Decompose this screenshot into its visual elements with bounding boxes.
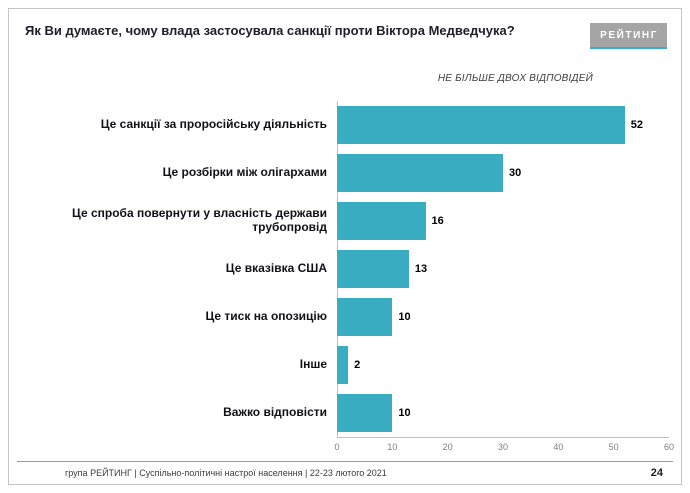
chart-row: Це вказівка США 13 bbox=[15, 245, 669, 293]
bar-value-label: 13 bbox=[414, 263, 428, 275]
bar-track: 16 bbox=[337, 202, 669, 240]
chart-row: Це тиск на опозицію 10 bbox=[15, 293, 669, 341]
bar bbox=[337, 346, 349, 384]
chart-rows: Це санкції за проросійську діяльність 52 Ц… bbox=[15, 101, 669, 437]
bar-track: 30 bbox=[337, 154, 669, 192]
x-axis-tick-label: 50 bbox=[608, 442, 619, 452]
bar bbox=[337, 106, 625, 144]
footer: група РЕЙТИНГ | Суспільно-політичні наст… bbox=[17, 461, 673, 479]
bar-category-label: Важко відповісти bbox=[223, 405, 327, 420]
bar-track: 10 bbox=[337, 394, 669, 432]
bar-track: 10 bbox=[337, 298, 669, 336]
bar-value-label: 10 bbox=[398, 407, 411, 419]
chart-row: Важко відповісти 10 bbox=[15, 389, 669, 437]
x-axis-tick-label: 20 bbox=[442, 442, 453, 452]
bar bbox=[337, 298, 393, 336]
header: Як Ви думаєте, чому влада застосувала са… bbox=[9, 9, 681, 57]
bar-value-label: 30 bbox=[509, 167, 522, 179]
x-axis-tick-label: 60 bbox=[663, 442, 675, 452]
bar-value-label: 52 bbox=[630, 119, 643, 131]
page-title: Як Ви думаєте, чому влада застосувала са… bbox=[25, 23, 515, 38]
x-axis-tick-label: 0 bbox=[334, 442, 340, 452]
footer-source: група РЕЙТИНГ | Суспільно-політичні наст… bbox=[65, 468, 387, 478]
page-number: 24 bbox=[650, 467, 663, 479]
bar-track: 13 bbox=[337, 250, 669, 288]
bar-category-label: Це санкції за проросійську діяльність bbox=[100, 117, 327, 132]
chart-subtitle: НЕ БІЛЬШЕ ДВОХ ВІДПОВІДЕЙ bbox=[437, 73, 593, 84]
bar-category-label: Це вказівка США bbox=[225, 261, 327, 276]
bar-value-label: 2 bbox=[354, 359, 361, 371]
bar-track: 52 bbox=[337, 106, 669, 144]
bar bbox=[337, 250, 409, 288]
x-axis-tick-label: 10 bbox=[387, 442, 398, 452]
bar-category-label: Це розбірки між олігархами bbox=[162, 165, 327, 180]
x-axis-tick-label: 40 bbox=[553, 442, 564, 452]
bar bbox=[337, 394, 393, 432]
rating-logo: РЕЙТИНГ bbox=[590, 23, 667, 49]
bar-category-label: Це спроба повернути у власність держави … bbox=[72, 206, 327, 234]
slide: Як Ви думаєте, чому влада застосувала са… bbox=[8, 8, 682, 485]
x-axis: 0 10 20 30 40 50 60 bbox=[334, 437, 674, 455]
bar-track: 2 bbox=[337, 346, 669, 384]
x-axis-tick-label: 30 bbox=[497, 442, 509, 452]
bar bbox=[337, 202, 426, 240]
bar-category-label: Це тиск на опозицію bbox=[205, 309, 328, 324]
chart-row: Це санкції за проросійську діяльність 52 bbox=[15, 101, 669, 149]
chart-row: Це розбірки між олігархами 30 bbox=[15, 149, 669, 197]
rating-logo-text: РЕЙТИНГ bbox=[600, 30, 658, 41]
chart-row: Інше 2 bbox=[15, 341, 669, 389]
bar-value-label: 10 bbox=[398, 311, 411, 323]
bar-category-label: Інше bbox=[299, 357, 327, 372]
bar-value-label: 16 bbox=[431, 215, 444, 227]
bar bbox=[337, 154, 503, 192]
bar-chart: Це санкції за проросійську діяльність 52 Ц… bbox=[15, 101, 674, 455]
chart-row: Це спроба повернути у власність держави … bbox=[15, 197, 669, 245]
